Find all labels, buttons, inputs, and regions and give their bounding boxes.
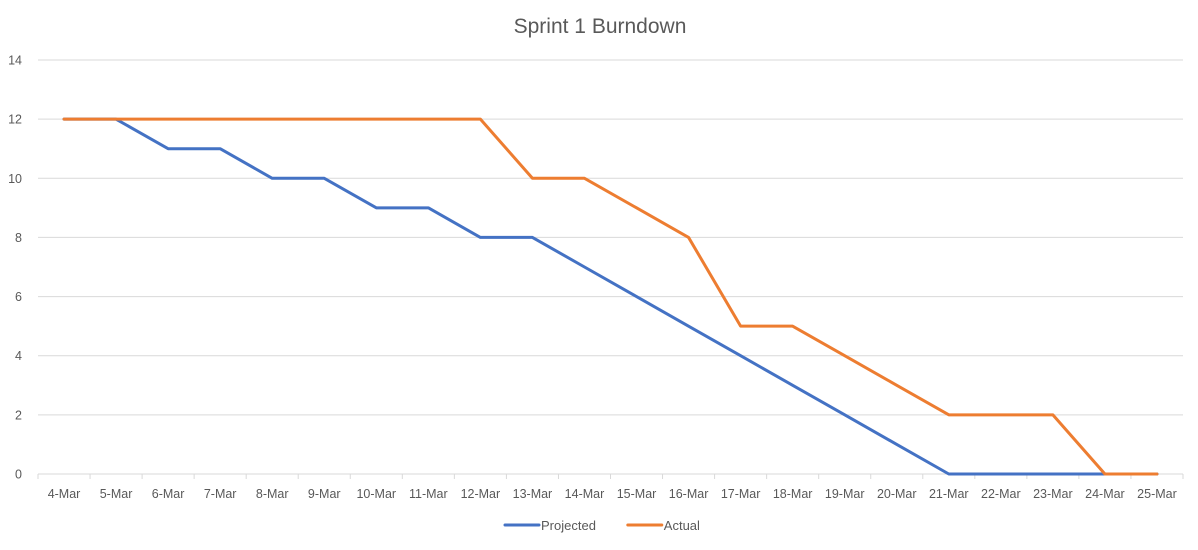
x-tick-label: 14-Mar (565, 487, 605, 501)
x-tick-label: 18-Mar (773, 487, 813, 501)
x-tick-label: 22-Mar (981, 487, 1021, 501)
legend-label: Actual (664, 518, 700, 533)
y-tick-label: 14 (8, 54, 22, 68)
legend-item-actual: Actual (626, 518, 700, 533)
x-tick-label: 10-Mar (356, 487, 396, 501)
x-tick-label: 7-Mar (204, 487, 237, 501)
gridlines (38, 59, 1183, 416)
y-axis-tick-labels: 0 2 4 6 8 10 12 14 (8, 54, 22, 482)
x-tick-label: 6-Mar (152, 487, 185, 501)
x-tick-label: 25-Mar (1137, 487, 1177, 501)
x-axis-tick-labels: 4-Mar 5-Mar 6-Mar 7-Mar 8-Mar 9-Mar 10-Mar 11-M… (48, 487, 1177, 501)
x-tick-label: 23-Mar (1033, 487, 1073, 501)
series-line-projected (62, 117, 1159, 476)
x-tick-label: 11-Mar (409, 487, 448, 501)
x-tick-label: 5-Mar (100, 487, 133, 501)
legend: Projected Actual (503, 518, 700, 533)
x-tick-label: 4-Mar (48, 487, 81, 501)
legend-item-projected: Projected (503, 518, 596, 533)
x-tick-label: 19-Mar (825, 487, 865, 501)
x-tick-label: 17-Mar (721, 487, 761, 501)
y-tick-label: 10 (8, 172, 22, 186)
x-tick-label: 9-Mar (308, 487, 341, 501)
chart-title: Sprint 1 Burndown (514, 15, 687, 38)
y-tick-label: 12 (8, 113, 22, 127)
x-tick-label: 13-Mar (513, 487, 553, 501)
x-tick-label: 24-Mar (1085, 487, 1125, 501)
x-tick-label: 12-Mar (461, 487, 501, 501)
x-tick-label: 21-Mar (929, 487, 969, 501)
series-line-actual (62, 117, 1159, 476)
x-tick-label: 8-Mar (256, 487, 289, 501)
y-tick-label: 4 (15, 349, 22, 363)
x-tick-label: 20-Mar (877, 487, 917, 501)
y-tick-label: 8 (15, 231, 22, 245)
y-tick-label: 6 (15, 290, 22, 304)
series-lines (62, 117, 1159, 476)
y-tick-label: 2 (15, 408, 22, 422)
legend-label: Projected (541, 518, 596, 533)
x-tick-label: 15-Mar (617, 487, 657, 501)
x-tick-label: 16-Mar (669, 487, 709, 501)
y-tick-label: 0 (15, 468, 22, 482)
